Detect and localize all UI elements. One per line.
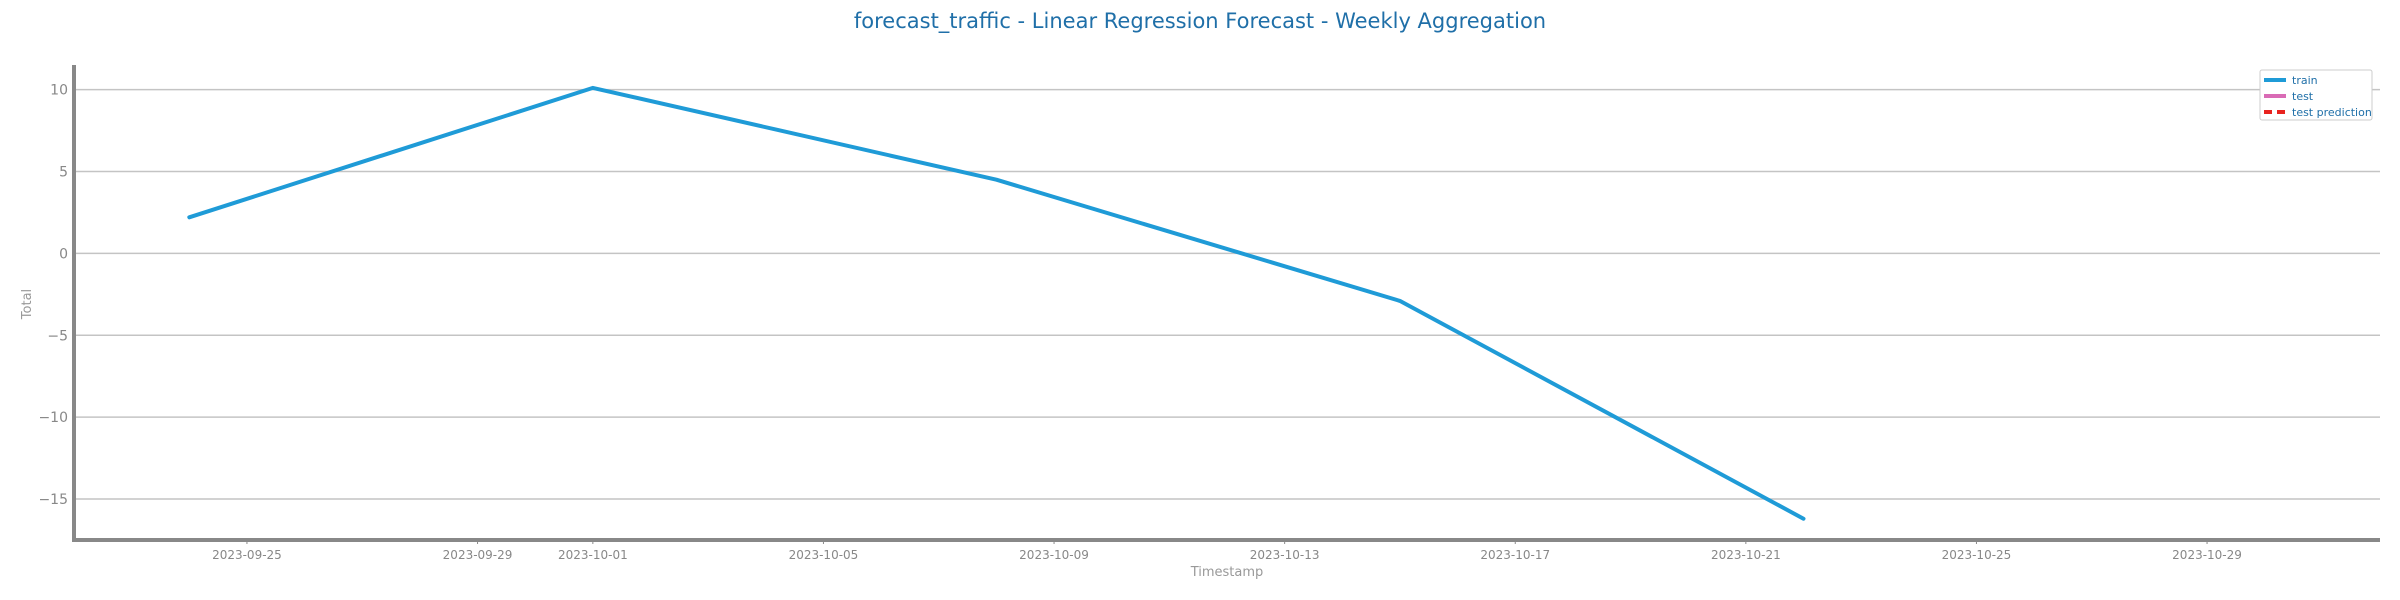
x-tick-label: 2023-10-01 xyxy=(558,548,628,562)
legend-label: test xyxy=(2292,90,2314,103)
x-tick-label: 2023-10-29 xyxy=(2172,548,2242,562)
x-tick-label: 2023-09-25 xyxy=(212,548,282,562)
y-tick-label: 5 xyxy=(59,164,68,180)
series-layer xyxy=(187,85,1806,521)
x-tick-label: 2023-10-09 xyxy=(1019,548,1089,562)
y-tick-labels: 10 5 0 −5 −10 −15 xyxy=(38,83,68,508)
x-tick-label: 2023-10-05 xyxy=(789,548,859,562)
series-line-train xyxy=(187,85,1806,521)
x-tick-label: 2023-10-17 xyxy=(1480,548,1550,562)
y-tick-label: −10 xyxy=(38,410,68,426)
grid-lines xyxy=(74,88,2380,500)
axes xyxy=(72,65,2380,542)
y-tick-label: −5 xyxy=(47,328,68,344)
legend: train test test prediction xyxy=(2259,69,2373,121)
y-tick-label: 10 xyxy=(50,83,68,99)
x-tick-label: 2023-09-29 xyxy=(443,548,513,562)
x-tick-label: 2023-10-25 xyxy=(1942,548,2012,562)
y-axis-label: Total xyxy=(20,289,35,320)
x-tick-labels: 2023-09-25 2023-09-29 2023-10-01 2023-10-05… xyxy=(212,540,2242,562)
chart-title: forecast_traffic - Linear Regression For… xyxy=(854,9,1546,34)
x-tick-label: 2023-10-21 xyxy=(1711,548,1781,562)
x-tick-label: 2023-10-13 xyxy=(1250,548,1320,562)
y-tick-label: −15 xyxy=(38,492,68,508)
y-tick-label: 0 xyxy=(59,246,68,262)
legend-box xyxy=(2259,69,2373,121)
x-axis-label: Timestamp xyxy=(1190,565,1264,580)
legend-label: train xyxy=(2292,74,2318,87)
legend-label: test prediction xyxy=(2292,106,2372,119)
